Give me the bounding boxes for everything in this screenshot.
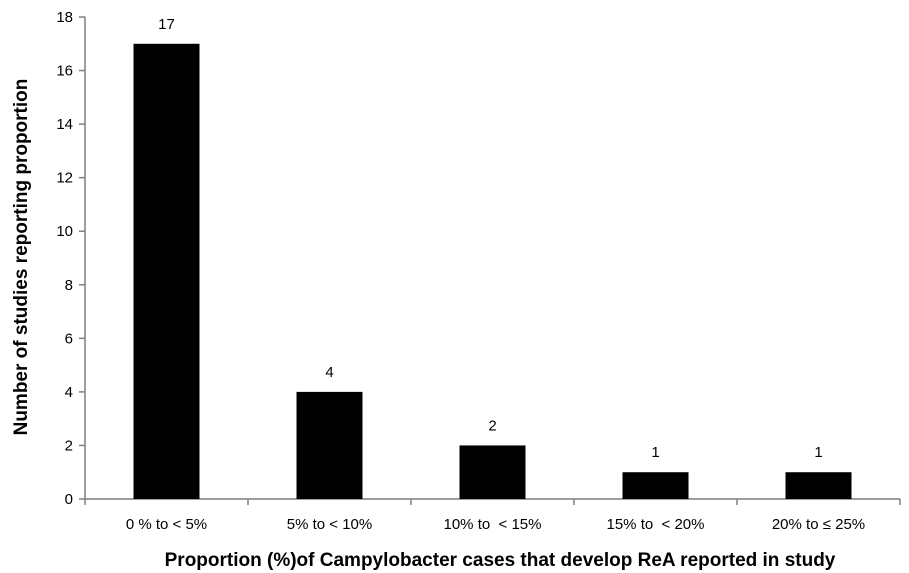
y-axis: 0 2 4 6 8 10 12 14 16 18 <box>56 9 86 508</box>
data-label: 4 <box>325 364 333 381</box>
bar <box>459 445 526 499</box>
y-tick-label: 2 <box>65 437 73 454</box>
y-tick-label: 10 <box>56 223 73 240</box>
data-label: 2 <box>488 417 496 434</box>
x-tick-label: 5% to < 10% <box>287 516 372 533</box>
data-label: 17 <box>158 16 175 33</box>
y-tick-label: 14 <box>56 116 73 133</box>
x-axis-title: Proportion (%)of Campylobacter cases tha… <box>165 550 836 571</box>
bar <box>785 472 852 499</box>
y-tick-label: 0 <box>65 491 73 508</box>
data-labels: 17 4 2 1 1 <box>158 16 823 461</box>
bar <box>622 472 689 499</box>
y-tick-label: 16 <box>56 63 73 80</box>
bar <box>133 43 200 500</box>
x-axis: 0 % to < 5% 5% to < 10% 10% to < 15% 15% to… <box>84 498 901 533</box>
bars <box>133 43 852 500</box>
data-label: 1 <box>651 444 659 461</box>
x-tick-label: 15% to < 20% <box>607 516 705 533</box>
bar <box>296 391 363 499</box>
y-tick-label: 18 <box>56 9 73 26</box>
y-tick-label: 6 <box>65 330 73 347</box>
y-tick-label: 8 <box>65 277 73 294</box>
x-tick-label: 20% to ≤ 25% <box>772 516 865 533</box>
y-axis-title: Number of studies reporting proportion <box>11 79 32 436</box>
y-tick-label: 4 <box>65 384 73 401</box>
x-tick-label: 10% to < 15% <box>444 516 542 533</box>
data-label: 1 <box>814 444 822 461</box>
y-tick-label: 12 <box>56 170 73 187</box>
x-tick-label: 0 % to < 5% <box>126 516 207 533</box>
